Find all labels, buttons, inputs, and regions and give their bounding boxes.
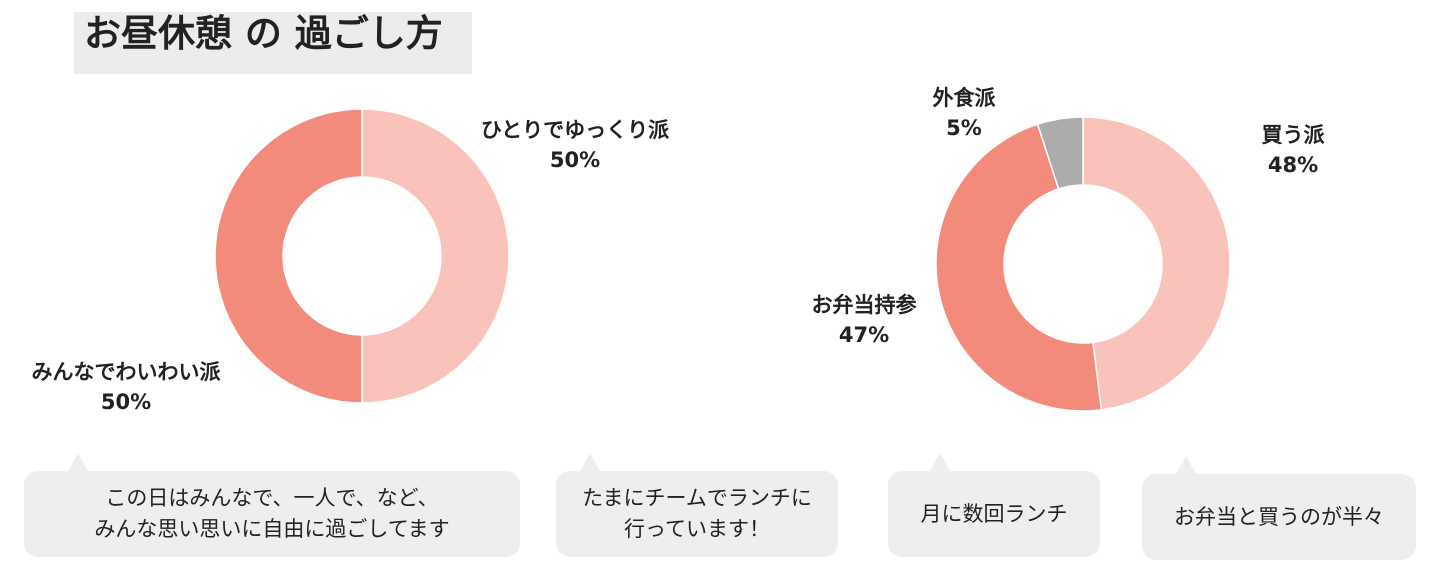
slice-label-alone: ひとりでゆっくり派 50% xyxy=(470,115,680,175)
donut-slice-alone xyxy=(361,108,510,404)
slice-label-eat-out-name: 外食派 xyxy=(932,86,996,110)
comment-bubble-3-line-1: 月に数回ランチ xyxy=(920,501,1068,526)
comment-bubble-2: たまにチームでランチに 行っています！ xyxy=(556,453,838,557)
slice-label-together-name: みんなでわいわい派 xyxy=(31,360,221,384)
donut-slice-together xyxy=(214,108,363,404)
donut-slice-bento xyxy=(935,123,1103,412)
slice-label-eat-out: 外食派 5% xyxy=(912,83,1016,143)
comment-bubble-1-line-1: この日はみんなで、一人で、など、 xyxy=(105,486,439,510)
comment-bubble-2-line-1: たまにチームでランチに xyxy=(582,486,812,510)
comment-bubble-1: この日はみんなで、一人で、など、 みんな思い思いに自由に過ごしてます xyxy=(24,453,520,557)
slice-label-bento-value: 47% xyxy=(838,323,890,347)
slice-label-eat-out-value: 5% xyxy=(946,116,982,140)
slice-label-together-value: 50% xyxy=(100,390,152,414)
comment-bubble-4: お弁当と買うのが半々 xyxy=(1142,456,1416,560)
slice-label-alone-name: ひとりでゆっくり派 xyxy=(480,118,670,142)
slice-label-bento-name: お弁当持参 xyxy=(811,293,917,317)
comment-bubble-2-line-2: 行っています！ xyxy=(624,517,770,541)
slice-label-buy-name: 買う派 xyxy=(1261,123,1325,147)
comment-bubble-4-line-1: お弁当と買うのが半々 xyxy=(1174,504,1384,529)
donut-slice-eat-out xyxy=(1036,116,1084,190)
slice-label-buy-value: 48% xyxy=(1267,153,1319,177)
slice-label-together: みんなでわいわい派 50% xyxy=(10,357,242,417)
donut-chart-lunch-style xyxy=(214,108,510,404)
title-background xyxy=(74,12,472,74)
slice-label-buy: 買う派 48% xyxy=(1230,120,1356,180)
slice-label-alone-value: 50% xyxy=(549,148,601,172)
donut-chart-lunch-food xyxy=(935,116,1231,412)
slice-label-bento: お弁当持参 47% xyxy=(794,290,934,350)
comment-bubble-3: 月に数回ランチ xyxy=(888,453,1100,557)
comment-bubble-1-line-2: みんな思い思いに自由に過ごしてます xyxy=(94,517,450,541)
donut-slice-buy xyxy=(1082,116,1231,411)
page-title: お昼休憩 の 過ごし方 xyxy=(84,12,443,55)
